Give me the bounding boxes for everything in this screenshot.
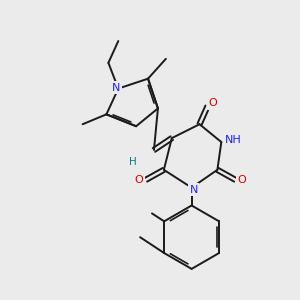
- Text: N: N: [189, 184, 198, 195]
- Text: O: O: [208, 98, 217, 108]
- Text: O: O: [238, 175, 247, 185]
- Text: NH: NH: [225, 135, 242, 145]
- Text: H: H: [129, 157, 137, 167]
- Text: N: N: [112, 82, 121, 93]
- Text: O: O: [135, 175, 143, 185]
